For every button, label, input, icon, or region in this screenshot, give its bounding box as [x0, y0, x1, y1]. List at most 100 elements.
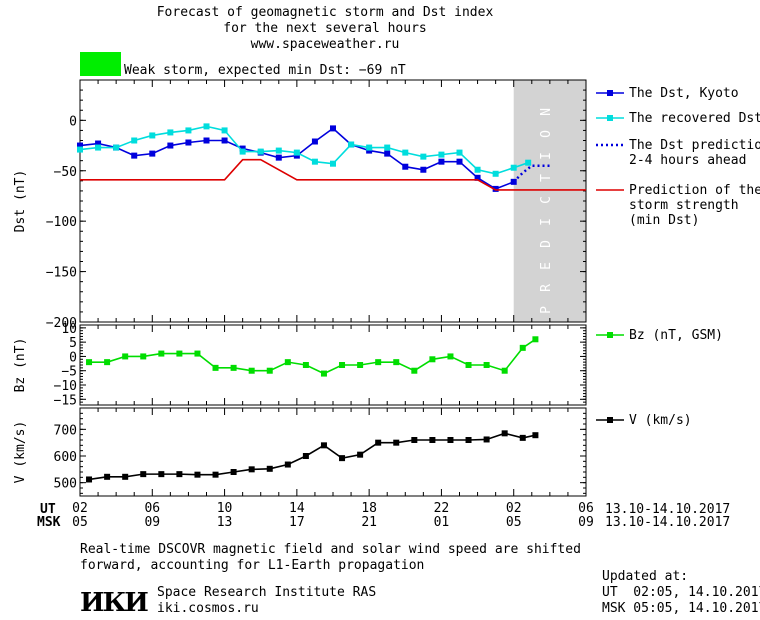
y-tick-label: −100 [46, 215, 77, 230]
data-point [293, 149, 300, 156]
data-point [393, 439, 400, 446]
data-point [284, 359, 291, 366]
data-point [311, 138, 318, 145]
data-point [456, 158, 463, 165]
y-tick-label: −15 [54, 393, 77, 408]
data-point [357, 451, 364, 458]
data-point [438, 151, 445, 158]
data-point [320, 370, 327, 377]
data-point [104, 473, 111, 480]
legend-item: V (km/s) [596, 413, 692, 428]
prediction-band [513, 80, 586, 322]
msk-tick-label: 13 [217, 515, 233, 530]
data-point [429, 356, 436, 363]
panel-0: P R E D I C T I O N 0 −50 −100 −150 −200 Dst (nT) [13, 79, 587, 331]
data-point [375, 439, 382, 446]
legend-marker [607, 90, 613, 96]
data-point [185, 127, 192, 134]
data-point [357, 362, 364, 368]
data-point [221, 127, 228, 134]
data-point [320, 442, 327, 449]
y-axis-label: Bz (nT) [13, 338, 28, 393]
data-point [212, 471, 219, 478]
prediction-band-letter: C [539, 196, 554, 204]
msk-tick-label: 01 [434, 515, 450, 530]
legend-item: The Dst, Kyoto [596, 86, 739, 101]
data-point [456, 149, 463, 156]
institute-site[interactable]: iki.cosmos.ru [157, 601, 259, 616]
prediction-band-letter: T [539, 174, 554, 182]
data-point [230, 364, 237, 371]
storm-status-swatch [80, 52, 121, 76]
msk-tick-label: 05 [506, 515, 522, 530]
data-point [149, 132, 156, 139]
data-point [465, 437, 472, 443]
data-point [492, 185, 499, 192]
ut-axis-label: UT [40, 502, 56, 517]
data-point [176, 350, 183, 357]
y-tick-label: 5 [69, 336, 77, 351]
data-point [438, 158, 445, 165]
legend-label: V (km/s) [629, 413, 692, 428]
data-point [474, 166, 481, 173]
data-point [302, 453, 309, 459]
data-point [402, 149, 409, 156]
y-tick-label: 0 [69, 350, 77, 365]
y-axis-label: V (km/s) [13, 421, 28, 484]
legend-marker [607, 417, 613, 423]
data-point [248, 466, 255, 473]
data-point [275, 147, 282, 154]
msk-tick-label: 09 [144, 515, 160, 530]
data-point [266, 367, 273, 374]
data-point [266, 465, 273, 472]
data-point [375, 359, 382, 366]
data-point [203, 123, 210, 130]
data-point [402, 163, 409, 170]
ut-tick-label: 14 [289, 501, 305, 516]
y-tick-label: −10 [54, 379, 77, 394]
data-point [420, 153, 427, 160]
data-point [420, 166, 427, 173]
ut-tick-label: 10 [217, 501, 233, 516]
source-url: www.spaceweather.ru [250, 37, 400, 52]
data-point [339, 455, 346, 462]
legend-item: The recovered Dst [596, 111, 760, 126]
data-point [465, 362, 472, 368]
data-point [113, 144, 120, 151]
data-point [95, 144, 102, 151]
prediction-band-letter: I [539, 152, 554, 160]
institute-name: Space Research Institute RAS [157, 585, 377, 600]
data-point [366, 144, 373, 151]
legend-label: The Dst, Kyoto [629, 86, 739, 101]
data-point [167, 142, 174, 149]
data-point [194, 350, 201, 357]
data-point [429, 437, 436, 443]
series-line [88, 432, 536, 481]
y-tick-label: 600 [54, 450, 77, 465]
legend-marker [607, 332, 613, 338]
data-point [149, 150, 156, 157]
data-point [185, 139, 192, 146]
data-point [525, 159, 532, 166]
ut-tick-label: 06 [144, 501, 160, 516]
prediction-band-letter: O [539, 130, 554, 138]
series-line [80, 158, 586, 191]
data-point [95, 140, 102, 147]
series-line [79, 125, 529, 175]
msk-tick-label: 17 [289, 515, 305, 530]
storm-status-text: Weak storm, expected min Dst: −69 nT [124, 63, 406, 78]
data-point [411, 437, 418, 443]
data-point [501, 367, 508, 374]
ut-date-range: 13.10-14.10.2017 [605, 502, 731, 517]
data-point [239, 145, 246, 152]
data-point [393, 359, 400, 366]
data-point [167, 129, 174, 136]
data-point [257, 148, 264, 155]
legend-marker [607, 115, 613, 121]
data-point [176, 471, 183, 478]
legend-label: The Dst prediction [629, 138, 760, 153]
panel-2: 700 600 500 V (km/s) [13, 407, 587, 497]
data-point [122, 353, 129, 360]
